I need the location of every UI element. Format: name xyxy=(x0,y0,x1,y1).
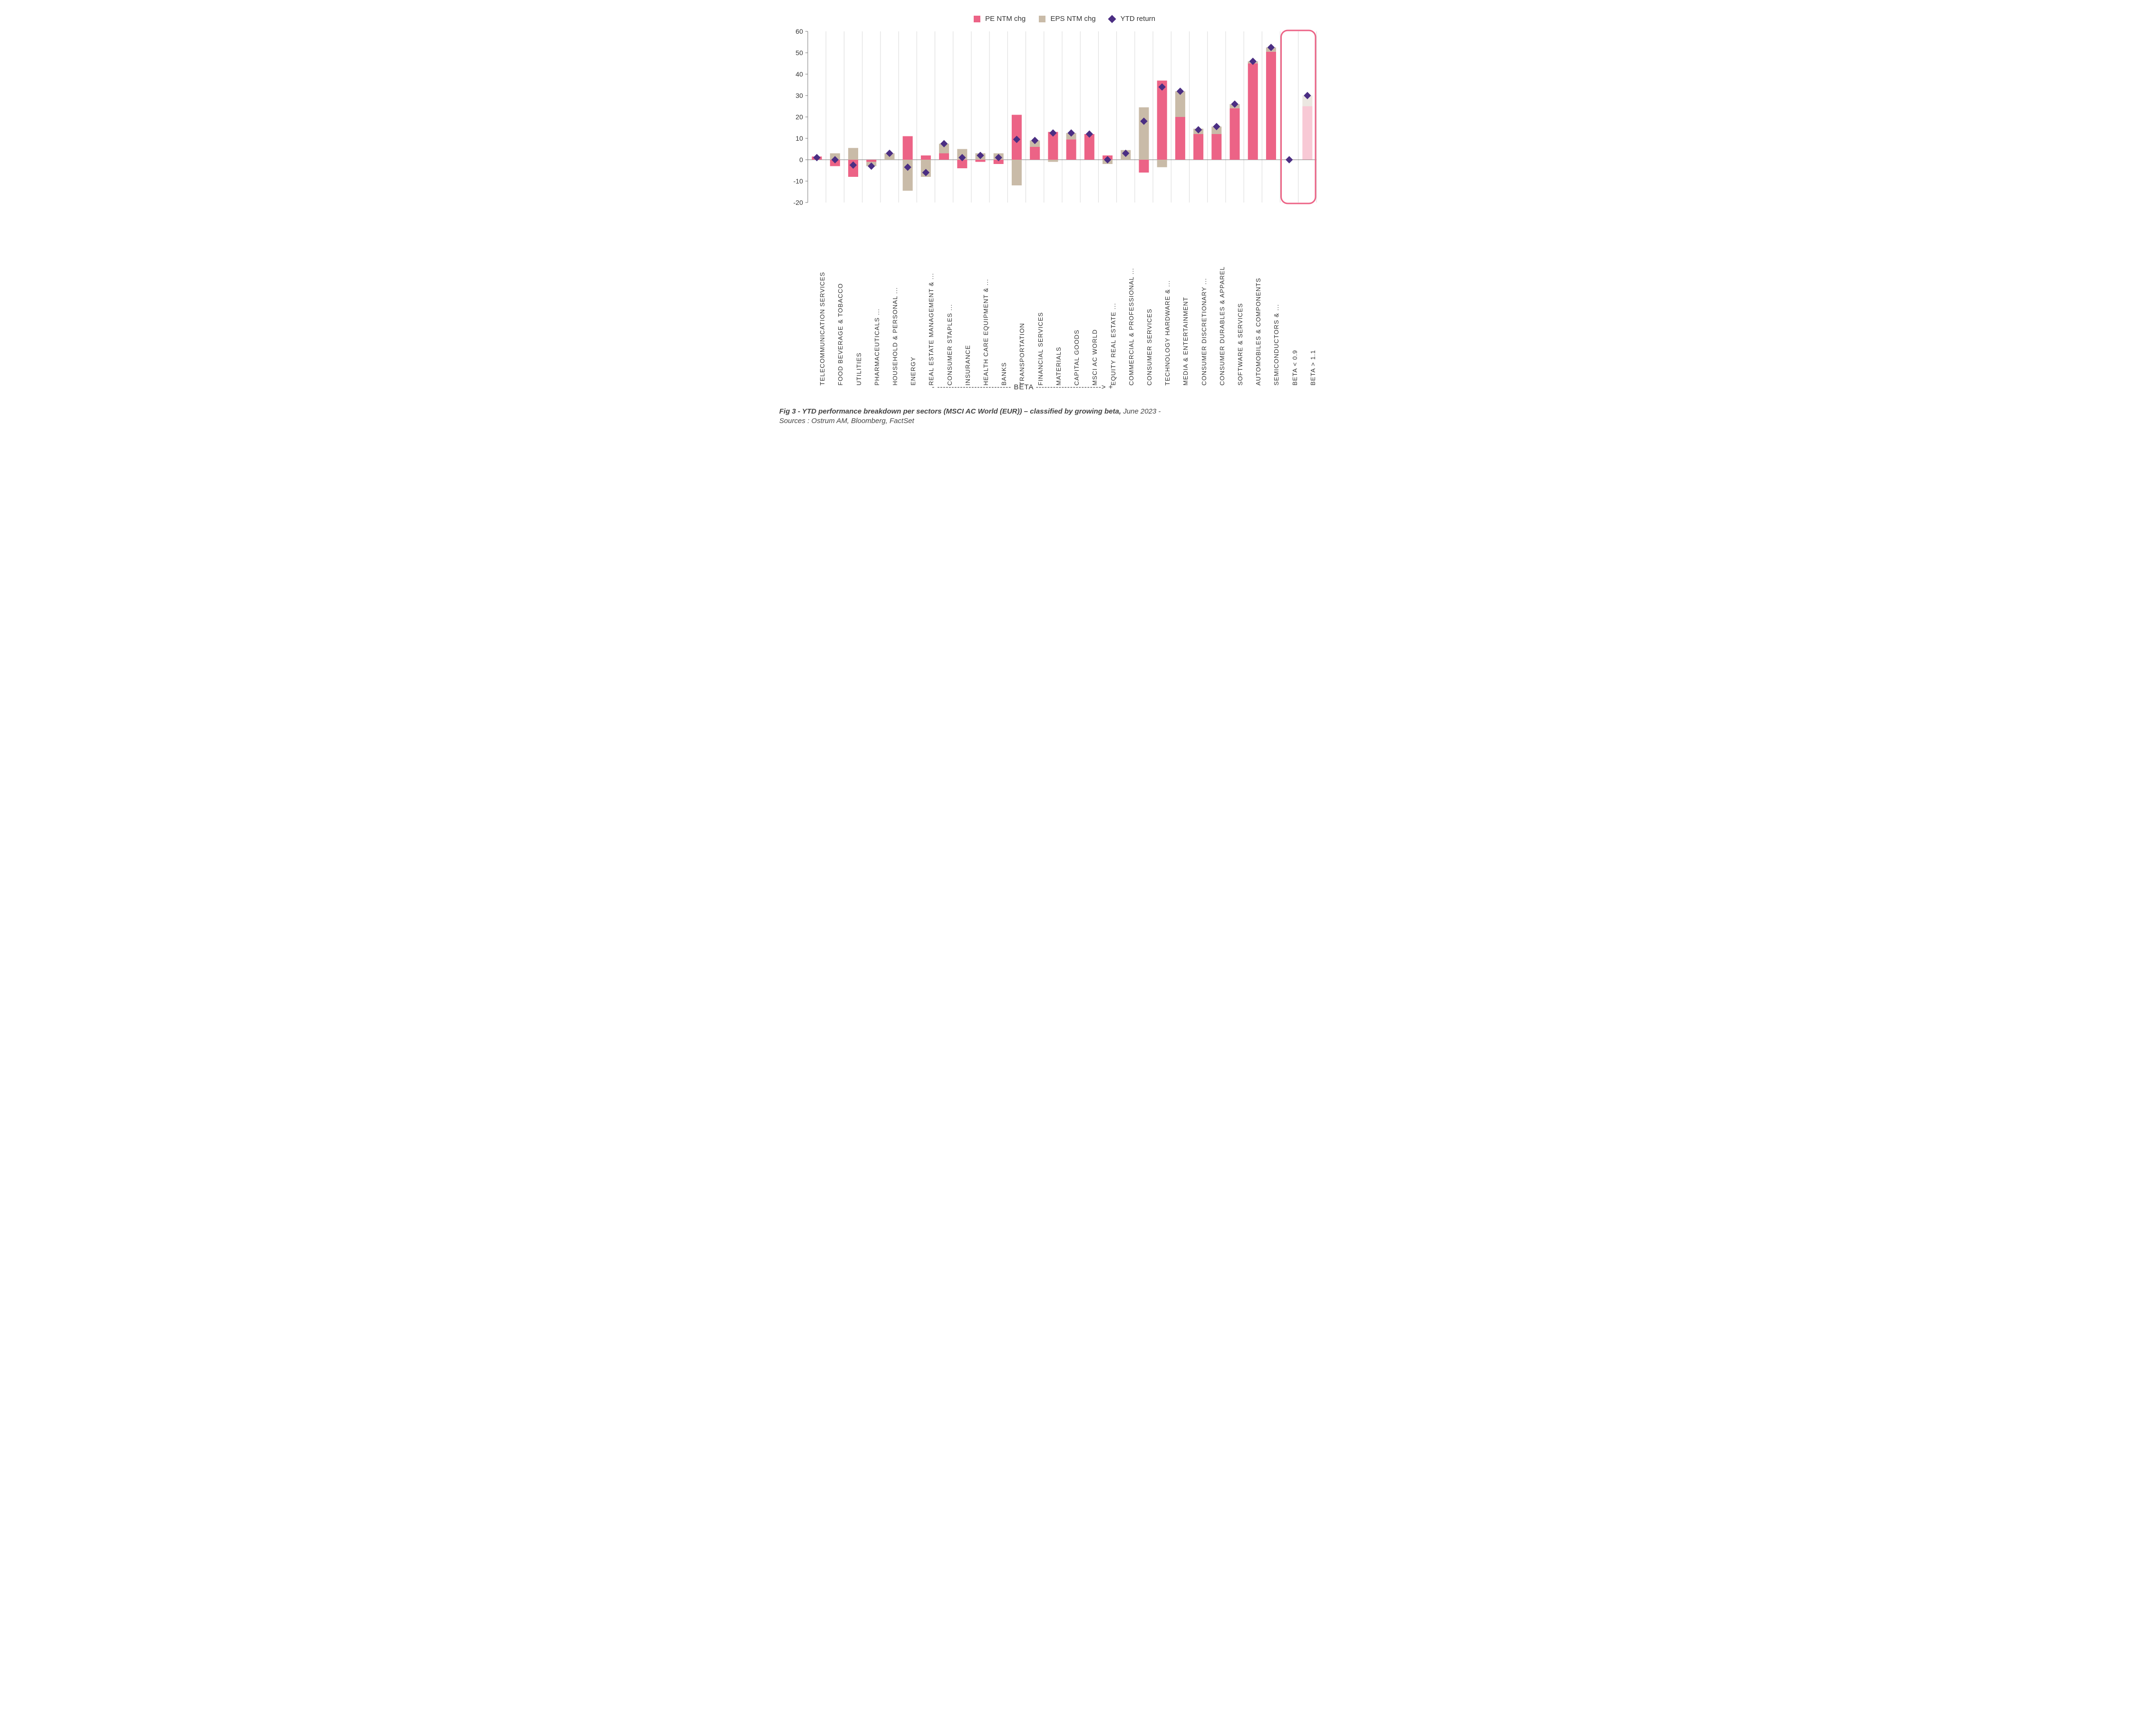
x-axis-label: PHARMACEUTICALS ... xyxy=(872,309,881,386)
x-axis-label: FINANCIAL SERVICES xyxy=(1036,312,1044,386)
x-axis-label: AUTOMOBILES & COMPONENTS xyxy=(1254,278,1262,386)
x-axis-label: BANKS xyxy=(999,362,1007,385)
x-axis-label: CONSUMER DISCRETIONARY ... xyxy=(1200,278,1208,385)
x-axis-label: INSURANCE xyxy=(963,345,971,386)
x-axis-label: FOOD BEVERAGE & TOBACCO xyxy=(836,283,844,385)
x-axis-label: TECHNOLOGY HARDWARE & ... xyxy=(1163,280,1171,385)
figure-caption: Fig 3 - YTD performance breakdown per se… xyxy=(779,407,1350,426)
chart-svg: -20 -10 0 10 20 30 40 50 60 xyxy=(779,27,1326,217)
x-axis-label: HOUSEHOLD & PERSONAL ... xyxy=(890,287,899,386)
legend-swatch-eps xyxy=(1039,16,1045,22)
x-axis-label: REAL ESTATE MANAGEMENT & ... xyxy=(927,273,935,386)
x-axis-label: UTILITIES xyxy=(854,352,862,386)
x-axis-label: CAPITAL GOODS xyxy=(1072,329,1080,386)
legend-label-ytd: YTD return xyxy=(1121,15,1155,23)
x-axis-label: HEALTH CARE EQUIPMENT & ... xyxy=(981,279,989,385)
legend: PE NTM chg EPS NTM chg YTD return xyxy=(779,14,1350,23)
x-axis-label: CONSUMER SERVICES xyxy=(1145,309,1153,386)
legend-label-eps: EPS NTM chg xyxy=(1051,15,1096,23)
x-axis-label: EQUITY REAL ESTATE ... xyxy=(1109,303,1117,386)
x-axis-label: MEDIA & ENTERTAINMENT xyxy=(1181,297,1189,386)
legend-marker-ytd xyxy=(1108,15,1116,23)
svg-text:50: 50 xyxy=(795,49,803,57)
x-axis-label: TELECOMMUNICATION SERVICES xyxy=(818,271,826,385)
svg-text:20: 20 xyxy=(795,113,803,121)
legend-item-pe: PE NTM chg xyxy=(974,15,1026,23)
caption-sources: Sources : Ostrum AM, Bloomberg, FactSet xyxy=(779,417,914,425)
x-axis-label: CONSUMER STAPLES ... xyxy=(945,304,953,385)
caption-title: Fig 3 - YTD performance breakdown per se… xyxy=(779,407,1121,415)
x-axis-labels: TELECOMMUNICATION SERVICES FOOD BEVERAGE … xyxy=(779,219,1350,390)
x-axis-label: TRANSPORTATION xyxy=(1017,323,1026,386)
x-axis-label: CONSUMER DURABLES & APPAREL xyxy=(1218,266,1226,386)
legend-item-eps: EPS NTM chg xyxy=(1039,15,1095,23)
svg-text:60: 60 xyxy=(795,28,803,35)
x-axis-label: BETA > 1.1 xyxy=(1308,349,1316,385)
legend-item-ytd: YTD return xyxy=(1109,15,1155,23)
svg-text:0: 0 xyxy=(799,156,803,164)
svg-text:40: 40 xyxy=(795,70,803,78)
beta-axis-annotation: - -------------------------- BETA ------… xyxy=(932,383,1113,391)
svg-text:-20: -20 xyxy=(794,199,803,206)
x-axis-label: MATERIALS xyxy=(1054,347,1062,386)
x-axis-label: MSCI AC WORLD xyxy=(1090,329,1098,385)
svg-text:30: 30 xyxy=(795,92,803,99)
legend-label-pe: PE NTM chg xyxy=(985,15,1026,23)
legend-swatch-pe xyxy=(974,16,980,22)
chart: -20 -10 0 10 20 30 40 50 60 TELECOMMUNICATION SE… xyxy=(779,27,1350,393)
x-axis-label: ENERGY xyxy=(909,357,917,386)
svg-text:10: 10 xyxy=(795,135,803,142)
svg-text:-10: -10 xyxy=(794,177,803,185)
caption-date: June 2023 - xyxy=(1123,407,1161,415)
x-axis-label: SEMICONDUCTORS & ... xyxy=(1272,304,1280,385)
x-axis-label: COMMERCIAL & PROFESSIONAL ... xyxy=(1127,268,1135,386)
x-axis-label: BETA < 0.9 xyxy=(1290,349,1298,385)
x-axis-label: SOFTWARE & SERVICES xyxy=(1236,303,1244,386)
